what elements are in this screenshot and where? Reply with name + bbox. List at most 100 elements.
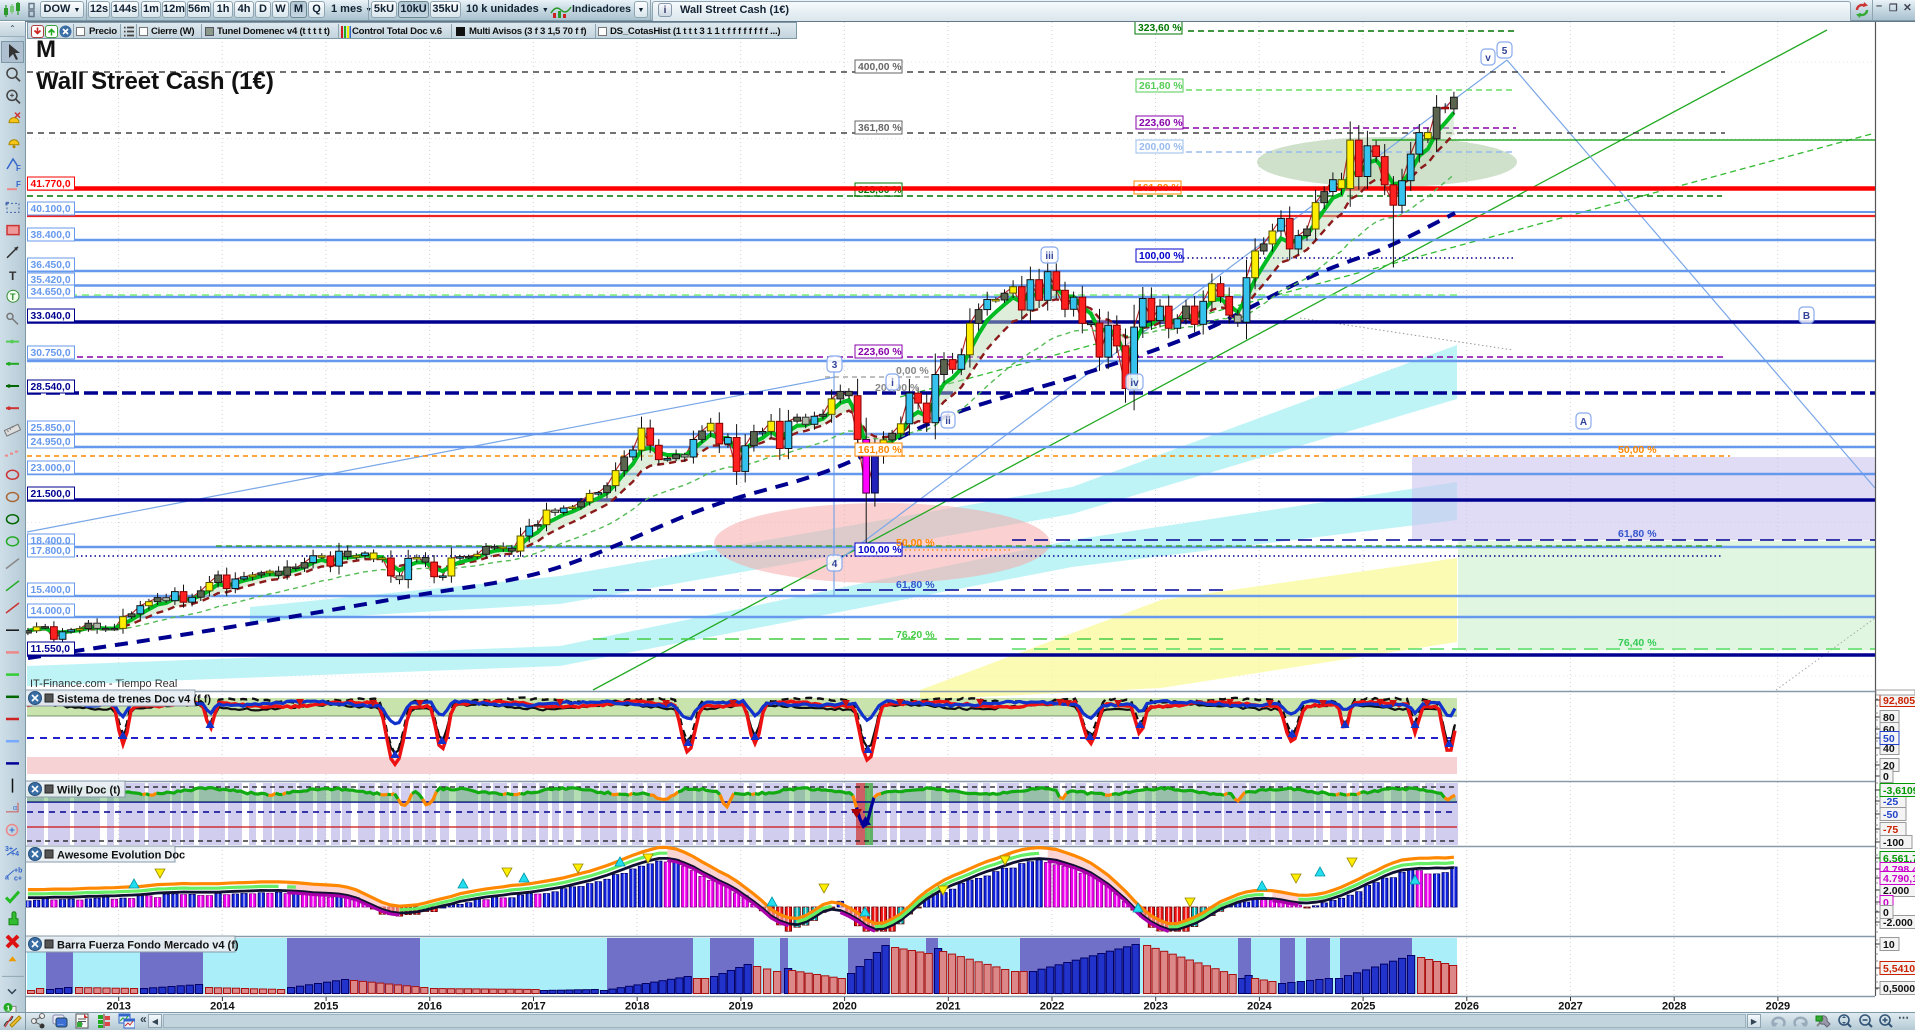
svg-text:76,40 %: 76,40 % xyxy=(1618,637,1657,649)
svg-text:200,00 %: 200,00 % xyxy=(1139,142,1183,153)
svg-text:Willy Doc (t): Willy Doc (t) xyxy=(57,785,121,797)
svg-text:100,00 %: 100,00 % xyxy=(858,545,902,556)
svg-text:2027: 2027 xyxy=(1558,1001,1582,1013)
svg-text:41.770,0: 41.770,0 xyxy=(31,179,71,190)
svg-text:3: 3 xyxy=(832,360,838,371)
svg-text:30.750,0: 30.750,0 xyxy=(31,348,71,359)
svg-text:T: T xyxy=(9,269,17,283)
svg-text:2026: 2026 xyxy=(1455,1001,1479,1013)
svg-text:+4: +4 xyxy=(11,851,19,858)
svg-text:2023: 2023 xyxy=(1143,1001,1167,1013)
svg-text:2028: 2028 xyxy=(1662,1001,1686,1013)
svg-text:c+: c+ xyxy=(14,875,22,882)
svg-text:iii: iii xyxy=(1045,251,1054,262)
svg-text:33.040,0: 33.040,0 xyxy=(31,311,71,322)
svg-text:2024: 2024 xyxy=(1247,1001,1272,1013)
svg-text:F: F xyxy=(16,180,21,189)
svg-text:161,80 %: 161,80 % xyxy=(858,445,902,456)
svg-text:28.540,0: 28.540,0 xyxy=(31,382,71,393)
svg-text:0: 0 xyxy=(1883,771,1889,783)
svg-text:100,00 %: 100,00 % xyxy=(1139,251,1183,262)
svg-text:v: v xyxy=(1485,53,1491,64)
svg-text:-50: -50 xyxy=(1883,809,1898,821)
svg-text:25.850,0: 25.850,0 xyxy=(31,423,71,434)
svg-text:-2.000: -2.000 xyxy=(1883,917,1913,929)
svg-text:1: 1 xyxy=(6,1005,10,1012)
svg-text:38.400,0: 38.400,0 xyxy=(31,230,71,241)
svg-text:50,00 %: 50,00 % xyxy=(1618,444,1657,456)
svg-text:18.400,0: 18.400,0 xyxy=(31,536,71,547)
svg-text:2029: 2029 xyxy=(1766,1001,1790,1013)
svg-text:B: B xyxy=(1803,311,1810,322)
svg-text:36.450,0: 36.450,0 xyxy=(31,260,71,271)
svg-text:35.420,0: 35.420,0 xyxy=(31,275,71,286)
svg-text:2018: 2018 xyxy=(625,1001,649,1013)
svg-text:0,5000: 0,5000 xyxy=(1883,983,1915,995)
svg-text:0,00 %: 0,00 % xyxy=(896,365,929,377)
svg-text:α: α xyxy=(13,805,17,812)
svg-text:5: 5 xyxy=(1502,46,1508,57)
svg-text:2021: 2021 xyxy=(936,1001,960,1013)
svg-text:2025: 2025 xyxy=(1351,1001,1375,1013)
svg-text:iv: iv xyxy=(1130,378,1139,389)
svg-text:0: 0 xyxy=(1883,897,1889,909)
svg-text:2017: 2017 xyxy=(521,1001,545,1013)
svg-text:3+: 3+ xyxy=(5,846,13,853)
svg-text:21.500,0: 21.500,0 xyxy=(31,489,71,500)
svg-text:A: A xyxy=(1580,417,1587,428)
svg-text:0: 0 xyxy=(1883,907,1889,919)
svg-text:2015: 2015 xyxy=(314,1001,338,1013)
svg-text:61,80 %: 61,80 % xyxy=(896,579,935,591)
svg-text:IT-Finance.com - Tiempo Real: IT-Finance.com - Tiempo Real xyxy=(30,678,177,690)
svg-text:261,80 %: 261,80 % xyxy=(1139,81,1183,92)
svg-text:40: 40 xyxy=(1883,743,1895,755)
svg-text:40.100,0: 40.100,0 xyxy=(31,204,71,215)
svg-text:80: 80 xyxy=(1883,712,1895,724)
svg-text:2013: 2013 xyxy=(106,1001,130,1013)
svg-text:F: F xyxy=(16,164,21,173)
svg-text:23.000,0: 23.000,0 xyxy=(31,463,71,474)
svg-text:2022: 2022 xyxy=(1040,1001,1064,1013)
svg-text:Awesome Evolution Doc: Awesome Evolution Doc xyxy=(57,850,185,862)
svg-text:34.650,0: 34.650,0 xyxy=(31,287,71,298)
svg-text:2014: 2014 xyxy=(210,1001,235,1013)
svg-text:92,805: 92,805 xyxy=(1883,695,1915,707)
svg-text:361,80 %: 361,80 % xyxy=(858,123,902,134)
svg-text:Sistema de trenes Doc v4 (f f): Sistema de trenes Doc v4 (f f) xyxy=(57,694,211,706)
svg-text:M: M xyxy=(36,36,56,63)
svg-text:61,80 %: 61,80 % xyxy=(1618,528,1657,540)
svg-text:11.550,0: 11.550,0 xyxy=(31,644,71,655)
svg-text:-25: -25 xyxy=(1883,796,1898,808)
svg-text:20: 20 xyxy=(1883,760,1895,772)
svg-text:-3,6109: -3,6109 xyxy=(1883,785,1915,797)
svg-text:50: 50 xyxy=(1883,733,1895,745)
svg-text:5,5410: 5,5410 xyxy=(1883,963,1915,975)
svg-text:2020: 2020 xyxy=(832,1001,856,1013)
svg-text:24.950,0: 24.950,0 xyxy=(31,437,71,448)
svg-text:a: a xyxy=(5,874,9,881)
svg-text:2016: 2016 xyxy=(418,1001,442,1013)
svg-text:14.000,0: 14.000,0 xyxy=(31,606,71,617)
svg-text:i: i xyxy=(891,378,894,389)
svg-text:76,20 %: 76,20 % xyxy=(896,629,935,641)
svg-text:15.400,0: 15.400,0 xyxy=(31,585,71,596)
svg-text:-100: -100 xyxy=(1883,837,1904,849)
svg-text:4: 4 xyxy=(832,559,838,570)
svg-text:400,00 %: 400,00 % xyxy=(858,62,902,73)
svg-text:...: ... xyxy=(58,1020,64,1027)
svg-text:323,60 %: 323,60 % xyxy=(1138,23,1182,34)
svg-text:ii: ii xyxy=(945,416,951,427)
svg-text:50,00 %: 50,00 % xyxy=(896,537,935,549)
svg-text:223,60 %: 223,60 % xyxy=(1139,118,1183,129)
svg-text:Wall Street Cash (1€): Wall Street Cash (1€) xyxy=(36,68,274,95)
svg-text:60: 60 xyxy=(1883,724,1895,736)
svg-text:223,60 %: 223,60 % xyxy=(858,347,902,358)
svg-text:2019: 2019 xyxy=(729,1001,753,1013)
svg-text:4.790,1: 4.790,1 xyxy=(1883,873,1915,885)
svg-text:2.000: 2.000 xyxy=(1883,885,1909,897)
svg-text:-75: -75 xyxy=(1883,824,1898,836)
svg-text:17.800,0: 17.800,0 xyxy=(31,546,71,557)
svg-text:10: 10 xyxy=(1883,939,1895,951)
svg-text:Barra Fuerza Fondo Mercado v4: Barra Fuerza Fondo Mercado v4 (f) xyxy=(57,940,239,952)
svg-text:T: T xyxy=(10,292,16,302)
